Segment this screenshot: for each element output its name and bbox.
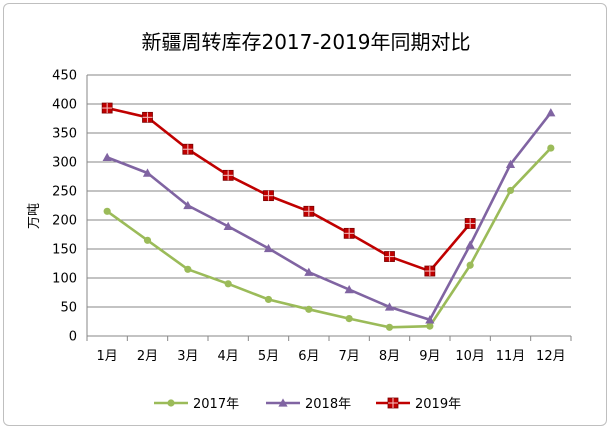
data-point [223,221,233,231]
chart-frame: 新疆周转库存2017-2019年同期对比 0 50 100 150 200 250 300 3… [3,3,607,426]
data-point [224,280,232,288]
data-point [345,315,353,323]
y-tick-label: 150 [52,243,77,258]
x-tick-label: 4月 [218,349,239,364]
x-tick-label: 5月 [258,349,279,364]
data-point [142,111,153,123]
chart-title: 新疆周转库存2017-2019年同期对比 [141,30,470,54]
series-lines [101,102,556,331]
series-2017年 [103,144,555,331]
data-point [343,227,355,239]
x-tick-label: 9月 [419,349,440,364]
data-point [143,236,152,244]
x-tick-label: 12月 [536,349,566,364]
x-tick-label: 1月 [97,349,118,364]
legend-label: 2017年 [193,397,239,412]
y-tick-label: 450 [52,69,77,84]
data-point [465,240,475,249]
data-point [101,102,113,114]
data-point [384,302,395,311]
data-point [385,323,394,331]
data-point [384,251,395,262]
data-point [426,322,434,330]
data-point [182,143,194,155]
data-point [464,218,476,229]
data-point [546,108,556,117]
data-point [466,261,474,269]
y-axis-title: 万吨 [27,203,42,229]
x-tick-label: 2月 [137,349,158,364]
y-tick-label: 400 [52,98,77,113]
data-point [305,305,313,313]
data-point [263,190,274,202]
legend-label: 2019年 [415,397,461,412]
data-point-legend [278,398,288,407]
x-tick-label: 10月 [455,349,485,364]
series-line [106,111,552,322]
data-point [263,243,274,253]
data-point [506,186,515,195]
data-point [424,265,436,277]
data-point [425,315,435,324]
series-2019年 [101,102,476,277]
legend-label: 2018年 [305,397,351,412]
legend-item: 2018年 [266,397,351,412]
data-point [103,207,111,215]
data-point [344,285,354,294]
x-tick-label: 8月 [379,349,400,364]
x-tick-label: 3月 [177,349,198,364]
legend-item: 2019年 [376,397,461,412]
x-tick-label: 6月 [298,349,319,364]
y-tick-label: 200 [52,214,77,229]
series-2018年 [102,108,556,324]
svg-text:万吨: 万吨 [27,203,42,229]
data-point [222,169,234,181]
data-point [304,267,314,276]
x-tick-label: 11月 [496,349,526,364]
line-chart: 新疆周转库存2017-2019年同期对比 0 50 100 150 200 250 300 3… [27,30,572,412]
data-point [264,295,273,304]
data-point-legend [387,397,399,409]
y-tick-label: 300 [52,156,77,171]
legend: 2017年 2018年 2019年 [154,397,461,412]
y-tick-label: 350 [52,127,77,142]
legend-item: 2017年 [154,397,239,412]
series-line [106,106,472,273]
y-tick-label: 0 [69,330,77,345]
axes: 0 50 100 150 200 250 300 350 400 450 1月 2月 3月 4月 5月 6月 7… [52,69,572,364]
data-point [183,200,193,210]
x-tick-label: 7月 [339,349,360,364]
data-point [184,265,192,273]
data-point [102,152,112,162]
y-tick-label: 100 [52,272,77,287]
data-point-legend [167,399,175,407]
y-tick-label: 50 [60,301,77,316]
y-tick-label: 250 [52,185,77,200]
data-point [142,168,153,177]
data-point [303,205,315,217]
data-point [505,159,516,168]
series-line [106,147,552,329]
data-point [547,144,555,152]
